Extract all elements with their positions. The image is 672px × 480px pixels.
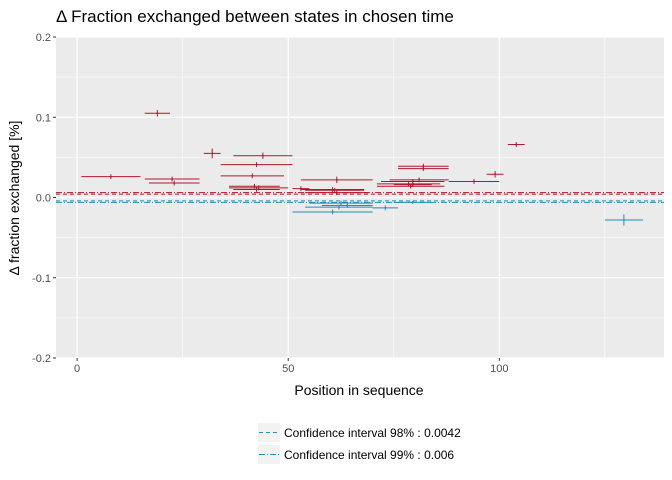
point-marker: [261, 154, 264, 157]
data-point: [448, 179, 500, 184]
point-marker: [340, 202, 342, 205]
legend-label-98: Confidence interval 98% : 0.0042: [284, 426, 461, 440]
data-point: [393, 200, 432, 204]
point-marker: [422, 167, 425, 170]
confidence-lines: [56, 192, 664, 203]
point-marker: [251, 174, 254, 177]
data-point: [144, 110, 170, 117]
point-marker: [384, 207, 387, 209]
point-marker: [335, 191, 338, 194]
y-tick-label: 0.1: [36, 112, 51, 124]
grid-lines: [56, 36, 664, 359]
point-marker: [473, 180, 475, 183]
point-marker: [411, 180, 414, 183]
point-marker: [257, 186, 260, 189]
point-marker: [346, 204, 349, 207]
data-points: [81, 110, 643, 226]
point-marker: [411, 201, 414, 204]
legend: Confidence interval 98% : 0.0042 Confide…: [256, 420, 461, 466]
x-tick-label: 100: [490, 363, 508, 375]
data-point: [507, 142, 525, 147]
data-point: [305, 187, 365, 193]
point-marker: [255, 188, 258, 191]
legend-key-99: [258, 445, 280, 464]
x-tick-label: 50: [282, 363, 294, 375]
point-marker: [335, 178, 338, 181]
data-point: [144, 176, 200, 182]
data-point: [203, 148, 221, 159]
point-marker: [411, 183, 414, 186]
y-tick-label: 0.0: [36, 193, 51, 205]
point-marker: [171, 178, 174, 180]
y-tick-label: -0.2: [32, 353, 51, 365]
point-marker: [409, 185, 412, 188]
data-point: [233, 152, 293, 159]
data-point: [309, 200, 373, 206]
point-marker: [211, 152, 214, 155]
data-point: [292, 209, 373, 215]
point-marker: [109, 175, 112, 178]
point-marker: [331, 211, 334, 213]
data-point: [220, 173, 284, 179]
point-marker: [622, 219, 625, 221]
point-marker: [333, 189, 336, 192]
data-point: [81, 174, 141, 180]
point-marker: [255, 163, 258, 166]
legend-background: [256, 420, 460, 466]
axis-ticks: 0 50 100 -0.2 -0.1 0.0 0.1 0.2: [32, 32, 508, 375]
data-point: [372, 205, 398, 211]
data-point: [398, 166, 449, 172]
point-marker: [515, 143, 518, 146]
point-marker: [494, 173, 497, 176]
data-point: [220, 162, 293, 168]
y-axis-title: Δ fraction exchanged [%]: [6, 121, 22, 276]
data-point: [292, 186, 310, 192]
data-point: [486, 171, 504, 178]
data-point: [604, 214, 643, 226]
point-marker: [173, 182, 176, 184]
y-tick-label: -0.1: [32, 273, 51, 285]
x-tick-label: 0: [74, 363, 80, 375]
point-marker: [253, 185, 256, 188]
data-point: [389, 177, 449, 183]
data-point: [393, 182, 432, 188]
point-marker: [337, 206, 340, 209]
point-marker: [418, 178, 421, 181]
point-marker: [156, 112, 159, 115]
data-point: [322, 203, 373, 208]
data-point: [300, 176, 373, 184]
chart-title: Δ Fraction exchanged between states in c…: [56, 7, 454, 26]
x-axis-title: Position in sequence: [294, 382, 423, 398]
data-point: [305, 190, 369, 196]
legend-label-99: Confidence interval 99% : 0.006: [284, 448, 454, 462]
data-point: [148, 180, 200, 186]
data-point: [229, 185, 289, 191]
y-tick-label: 0.2: [36, 32, 51, 44]
